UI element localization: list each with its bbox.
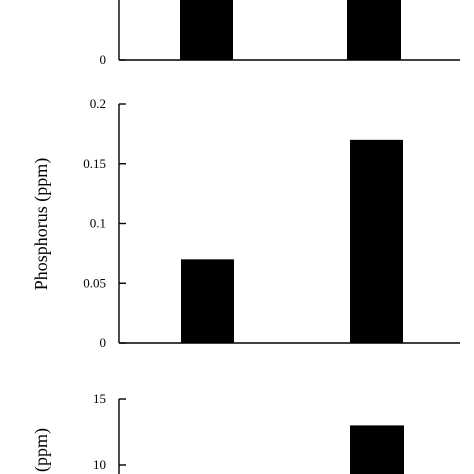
y-tick-phosphorus-2-label: 0.1 — [90, 216, 106, 231]
y-axis-label-bottom: (ppm) — [31, 428, 52, 472]
y-tick-bottom-0-label: 10 — [93, 457, 106, 472]
y-axis-label-phosphorus: Phosphorus (ppm) — [31, 158, 52, 291]
y-tick-label-top-0: 0 — [100, 52, 107, 67]
panel-bottom: 10 15 (ppm) — [31, 391, 404, 474]
y-tick-bottom-1-label: 15 — [93, 391, 106, 406]
bar-phosphorus-1 — [181, 259, 234, 343]
bar-bottom-2 — [350, 425, 404, 474]
y-tick-phosphorus-1-label: 0.05 — [83, 275, 106, 290]
y-tick-phosphorus-3-label: 0.15 — [83, 156, 106, 171]
panel-top: 0 — [100, 0, 460, 67]
y-tick-phosphorus-0-label: 0 — [100, 335, 107, 350]
panel-phosphorus: 0 0.05 0.1 0.15 0.2 Phosphorus (ppm) — [31, 96, 460, 350]
y-tick-phosphorus-4-label: 0.2 — [90, 96, 106, 111]
bar-phosphorus-2 — [350, 139, 403, 343]
bar-top-1 — [180, 0, 233, 60]
bar-top-2 — [347, 0, 401, 60]
y-ticks-phosphorus: 0 0.05 0.1 0.15 0.2 — [83, 96, 126, 350]
y-ticks-bottom: 10 15 — [93, 391, 126, 472]
